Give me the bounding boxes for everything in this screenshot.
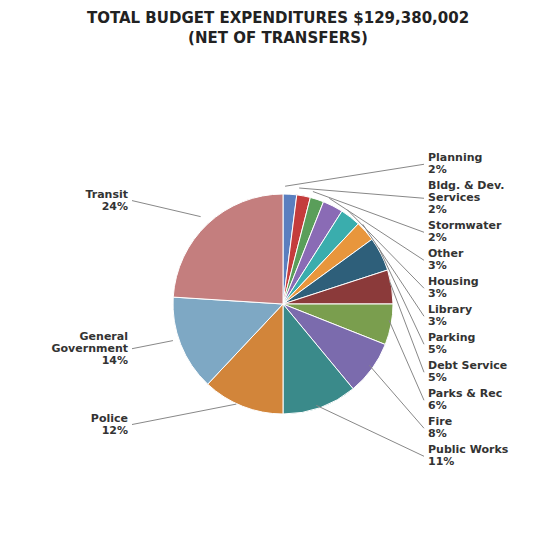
svg-text:Parks & Rec6%: Parks & Rec6%: [428, 387, 502, 412]
svg-text:Stormwater2%: Stormwater2%: [428, 219, 502, 244]
svg-text:Other3%: Other3%: [428, 247, 464, 272]
svg-text:Housing3%: Housing3%: [428, 275, 479, 300]
svg-text:Police12%: Police12%: [91, 412, 128, 437]
svg-text:Parking5%: Parking5%: [428, 331, 475, 356]
svg-text:Public Works11%: Public Works11%: [428, 443, 509, 468]
html-text:(NET OF TRANSFERS): (NET OF TRANSFERS): [188, 29, 368, 47]
svg-text:Transit24%: Transit24%: [85, 188, 128, 213]
svg-text:Library3%: Library3%: [428, 303, 472, 328]
svg-text:Fire8%: Fire8%: [428, 415, 452, 440]
svg-text:Debt Service5%: Debt Service5%: [428, 359, 507, 384]
html-text:TOTAL BUDGET EXPENDITURES $129: TOTAL BUDGET EXPENDITURES $129,380,002: [86, 9, 470, 27]
svg-text:Bldg. & Dev.Services2%: Bldg. & Dev.Services2%: [428, 179, 504, 216]
svg-text:Planning2%: Planning2%: [428, 151, 482, 176]
svg-text:GeneralGovernment14%: GeneralGovernment14%: [52, 330, 128, 367]
